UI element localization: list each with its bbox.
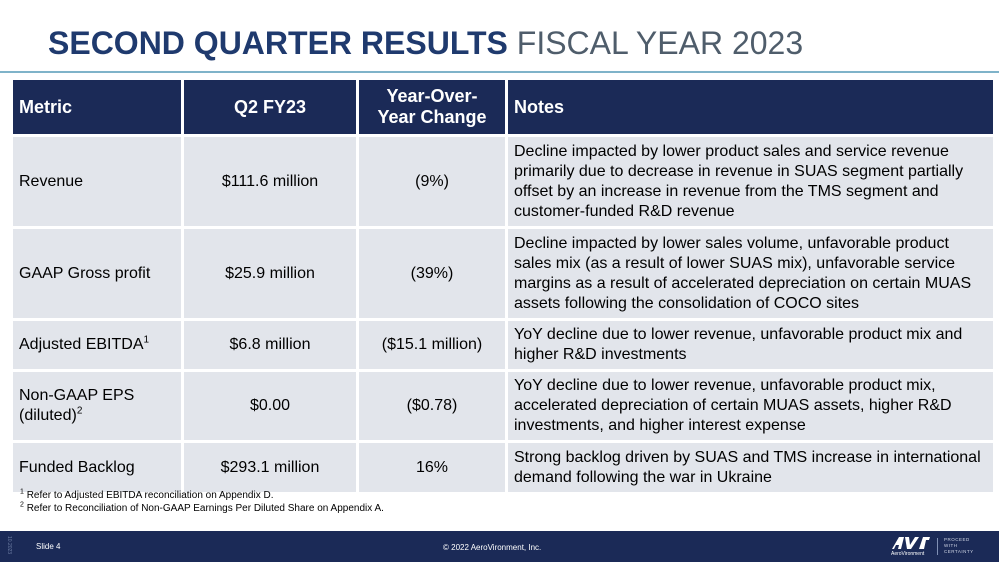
cell-notes: Strong backlog driven by SUAS and TMS in…	[508, 443, 993, 492]
cell-value: $111.6 million	[184, 137, 356, 226]
metric-label-line2: (diluted)	[19, 407, 77, 424]
cell-value: $6.8 million	[184, 321, 356, 369]
header-q2: Q2 FY23	[184, 80, 356, 134]
footnote-ref: 2	[76, 405, 83, 417]
table-row: Adjusted EBITDA1 $6.8 million ($15.1 mil…	[13, 321, 993, 369]
footnote: 2 Refer to Reconciliation of Non-GAAP Ea…	[20, 502, 384, 515]
cell-notes: Decline impacted by lower sales volume, …	[508, 229, 993, 318]
cell-change: 16%	[359, 443, 505, 492]
slide-number: Slide 4	[36, 542, 61, 551]
footnote-ref: 1	[143, 334, 150, 346]
table-row: Revenue $111.6 million (9%) Decline impa…	[13, 137, 993, 226]
cell-metric: Non-GAAP EPS (diluted)2	[13, 372, 181, 440]
header-yoy-line1: Year-Over-	[386, 86, 478, 106]
av-logo-icon	[892, 537, 930, 549]
cell-metric: Adjusted EBITDA1	[13, 321, 181, 369]
cell-value: $25.9 million	[184, 229, 356, 318]
cell-metric: Funded Backlog	[13, 443, 181, 492]
tagline-line: PROCEED	[944, 537, 970, 542]
header-metric: Metric	[13, 80, 181, 134]
footer-bar: 10.2023 Slide 4 © 2022 AeroVironment, In…	[0, 531, 999, 562]
title-rule	[0, 71, 999, 73]
logo-brand-text: AeroVironment	[891, 551, 925, 557]
header-yoy: Year-Over- Year Change	[359, 80, 505, 134]
tagline: PROCEED WITH CERTAINTY	[944, 537, 974, 555]
footnote-number: 2	[20, 501, 24, 509]
copyright: © 2022 AeroVironment, Inc.	[443, 543, 542, 552]
table-row: Non-GAAP EPS (diluted)2 $0.00 ($0.78) YoY…	[13, 372, 993, 440]
document-code: 10.2023	[6, 536, 12, 555]
cell-change: (9%)	[359, 137, 505, 226]
cell-notes: Decline impacted by lower product sales …	[508, 137, 993, 226]
results-table: Metric Q2 FY23 Year-Over- Year Change No…	[10, 77, 996, 495]
metric-label: Adjusted EBITDA	[19, 336, 144, 353]
footnote: 1 Refer to Adjusted EBITDA reconciliatio…	[20, 489, 384, 502]
table-header-row: Metric Q2 FY23 Year-Over- Year Change No…	[13, 80, 993, 134]
metric-label-line1: Non-GAAP EPS	[19, 387, 135, 404]
title-bold: SECOND QUARTER RESULTS	[48, 25, 508, 61]
cell-change: ($0.78)	[359, 372, 505, 440]
cell-metric: Revenue	[13, 137, 181, 226]
cell-change: ($15.1 million)	[359, 321, 505, 369]
header-notes: Notes	[508, 80, 993, 134]
tagline-line: WITH	[944, 543, 958, 548]
aerovironment-logo: AeroVironment	[890, 536, 932, 557]
footnote-number: 1	[20, 488, 24, 496]
footnotes: 1 Refer to Adjusted EBITDA reconciliatio…	[20, 489, 384, 515]
tagline-line: CERTAINTY	[944, 549, 974, 554]
table-row: Funded Backlog $293.1 million 16% Strong…	[13, 443, 993, 492]
cell-value: $0.00	[184, 372, 356, 440]
logo-divider	[937, 538, 938, 555]
cell-value: $293.1 million	[184, 443, 356, 492]
cell-notes: YoY decline due to lower revenue, unfavo…	[508, 321, 993, 369]
slide-title: SECOND QUARTER RESULTS FISCAL YEAR 2023	[48, 24, 803, 62]
cell-notes: YoY decline due to lower revenue, unfavo…	[508, 372, 993, 440]
header-yoy-line2: Year Change	[377, 107, 487, 127]
footnote-text: Refer to Adjusted EBITDA reconciliation …	[26, 490, 274, 501]
title-light: FISCAL YEAR 2023	[516, 25, 804, 61]
footnote-text: Refer to Reconciliation of Non-GAAP Earn…	[26, 503, 384, 514]
table-row: GAAP Gross profit $25.9 million (39%) De…	[13, 229, 993, 318]
cell-metric: GAAP Gross profit	[13, 229, 181, 318]
cell-change: (39%)	[359, 229, 505, 318]
